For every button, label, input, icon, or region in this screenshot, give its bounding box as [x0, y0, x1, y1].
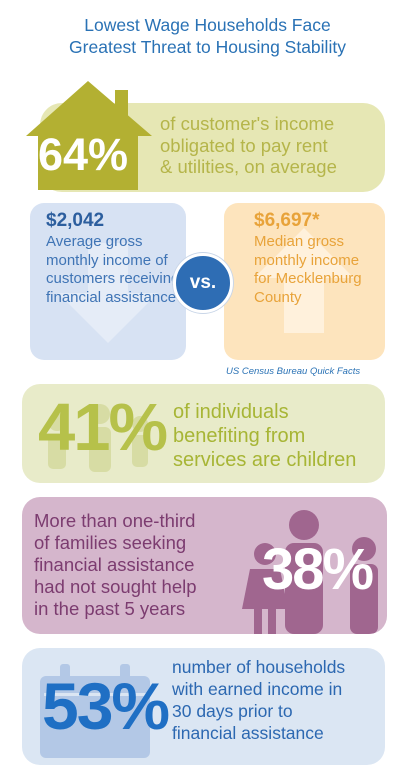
title-line-2: Greatest Threat to Housing Stability	[69, 37, 346, 57]
median-income-amount: $6,697*	[254, 210, 320, 231]
earned-income-text-line: number of households	[172, 657, 346, 677]
earned-income-text-line: with earned income in	[172, 679, 343, 699]
income-share-text-line: & utilities, on average	[160, 156, 337, 177]
families-text-line: had not sought help	[34, 576, 197, 597]
families-text-line: of families seeking	[34, 532, 187, 553]
customers-income-amount: $2,042	[46, 210, 105, 231]
children-text-line: of individuals	[173, 401, 289, 423]
earned-income-stat: 53%	[42, 669, 170, 743]
income-share-text-line: obligated to pay rent	[160, 134, 328, 156]
families-panel	[22, 497, 387, 634]
family-icon	[242, 510, 378, 634]
vs-badge: vs.	[173, 253, 233, 313]
up-arrow-icon	[254, 228, 354, 333]
calendar-icon	[40, 664, 150, 758]
earned-income-text-line: 30 days prior to	[172, 701, 293, 721]
income-share-stat: 64%	[38, 129, 129, 180]
income-share-text-line: of customer's income	[160, 113, 335, 134]
earned-income-text-line: financial assistance	[172, 723, 324, 743]
earned-income-panel	[22, 648, 385, 765]
children-stat: 41%	[38, 390, 168, 465]
children-text: of individuals benefiting from services …	[173, 400, 383, 472]
customers-income-panel	[30, 203, 186, 360]
customers-income-description: Average gross monthly income of customer…	[46, 233, 180, 306]
children-panel	[22, 384, 385, 483]
children-text-line: benefiting from	[173, 425, 306, 447]
families-stat: 38%	[262, 537, 374, 602]
earned-income-text: number of households with earned income …	[172, 656, 382, 744]
family-icon	[48, 404, 148, 472]
median-income-description: Median gross monthly income for Mecklenb…	[254, 233, 362, 306]
families-text-line: in the past 5 years	[34, 598, 186, 619]
house-icon	[26, 81, 152, 190]
children-text-line: services are children	[173, 449, 357, 471]
title-line-1: Lowest Wage Households Face	[84, 15, 331, 35]
families-text-line: More than one-third	[34, 510, 196, 531]
source-note: US Census Bureau Quick Facts	[226, 366, 361, 377]
down-arrow-icon	[58, 243, 158, 343]
page-title: Lowest Wage Households Face Greatest Thr…	[0, 14, 415, 58]
income-share-text: of customer's income obligated to pay re…	[160, 113, 375, 178]
median-income-panel	[224, 203, 385, 360]
families-text-line: financial assistance	[34, 554, 195, 575]
families-text: More than one-third of families seeking …	[34, 510, 254, 620]
